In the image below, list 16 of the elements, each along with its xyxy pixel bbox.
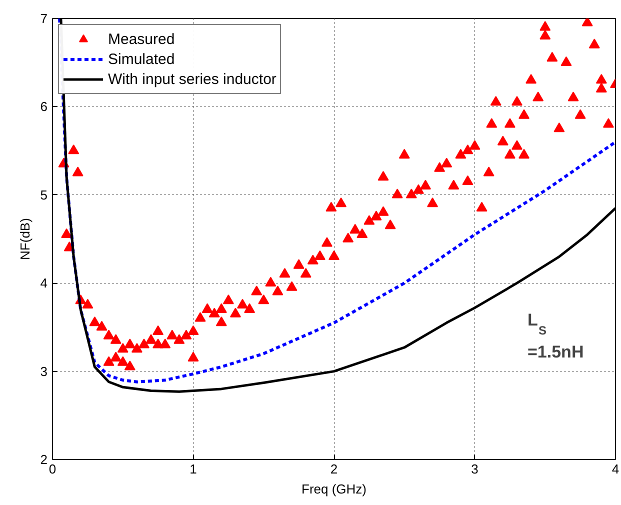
y-tick-label: 4 <box>40 276 48 291</box>
legend-label: Measured <box>108 30 175 48</box>
x-tick-label: 1 <box>190 462 197 476</box>
legend-label: With input series inductor <box>108 70 276 88</box>
x-tick-label: 0 <box>48 462 56 476</box>
y-tick-label: 5 <box>40 187 48 202</box>
y-axis-title: NF(dB) <box>17 218 32 260</box>
x-tick-label: 2 <box>330 462 338 476</box>
legend-label: Simulated <box>108 50 175 68</box>
y-tick-label: 7 <box>40 11 48 26</box>
y-tick-label: 3 <box>40 364 48 379</box>
y-tick-label: 2 <box>40 452 48 467</box>
y-tick-label: 6 <box>40 99 48 114</box>
x-axis-title: Freq (GHz) <box>302 482 366 496</box>
x-tick-label: 4 <box>612 462 620 476</box>
x-tick-label: 3 <box>471 462 478 476</box>
